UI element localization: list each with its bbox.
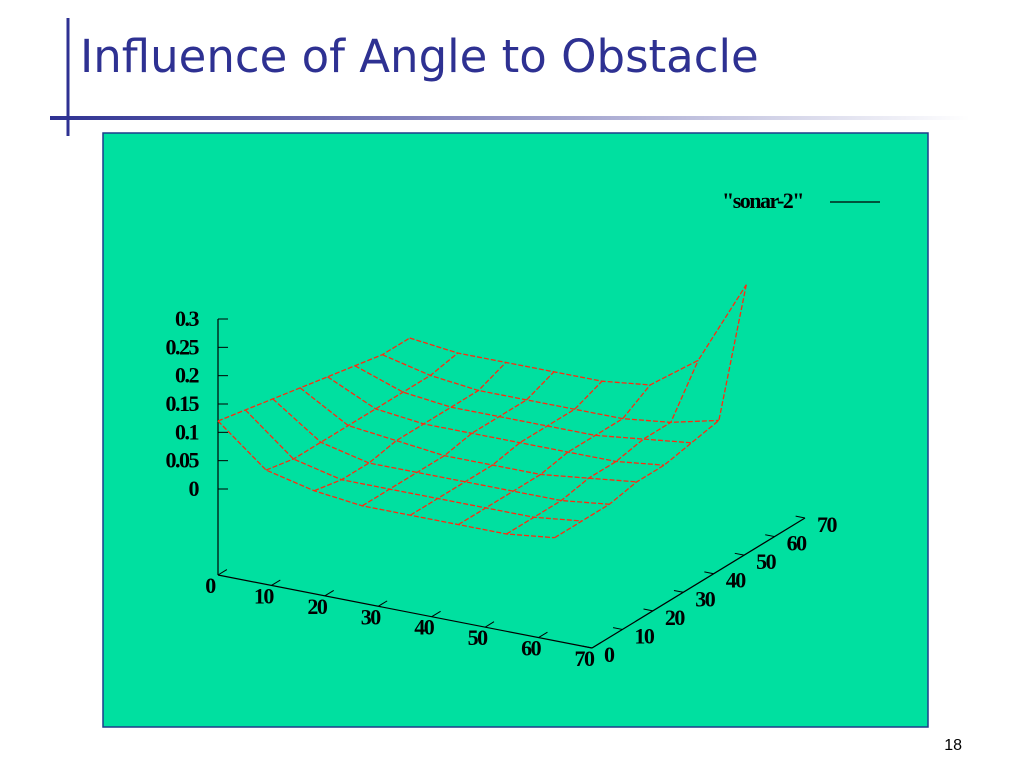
y-tick-label: 10 (634, 623, 655, 648)
surface-column (313, 361, 507, 492)
z-tick-label: 0.3 (175, 306, 200, 331)
x-tick-label: 40 (414, 615, 435, 640)
y-tick (612, 627, 623, 630)
x-tick (484, 621, 495, 628)
z-tick-label: 0 (189, 476, 200, 501)
surface-column (410, 380, 603, 516)
surface-row (327, 376, 665, 466)
accent-horizontal (50, 116, 970, 120)
surface-row (244, 409, 583, 522)
surface-row (217, 420, 555, 539)
page-number: 18 (944, 737, 962, 754)
z-tick-label: 0.05 (166, 448, 200, 473)
y-tick-label: 20 (665, 605, 686, 630)
x-tick-label: 50 (468, 625, 489, 650)
y-tick (582, 645, 593, 649)
chart: 0 10 20 30 40 50 60 70 0 10 20 30 40 50 60 70 0 0.05 0.1 0.… (166, 188, 880, 671)
x-tick (591, 642, 602, 649)
y-tick (795, 515, 806, 519)
x-tick (378, 600, 388, 607)
x-tick-label: 10 (254, 583, 275, 608)
slide-title: Influence of Angle to Obstacle (80, 30, 759, 83)
x-tick (538, 631, 548, 638)
y-tick (643, 608, 653, 612)
y-tick-label: 40 (726, 568, 747, 593)
z-tick-label: 0.2 (175, 363, 200, 388)
y-tick (704, 571, 714, 575)
x-tick (324, 590, 334, 597)
x-tick (217, 569, 228, 576)
z-tick-label: 0.15 (166, 391, 200, 416)
z-tick-label: 0.1 (175, 419, 199, 444)
x-tick-label: 60 (521, 636, 542, 661)
y-tick (765, 534, 775, 538)
surface-column (458, 384, 651, 526)
x-tick-label: 20 (307, 594, 328, 619)
z-tick-label: 0.25 (166, 334, 200, 359)
plot-area (102, 132, 929, 728)
surface-column (554, 284, 747, 539)
y-tick-label: 0 (604, 642, 615, 667)
y-axis (591, 517, 806, 649)
y-tick-label: 60 (787, 531, 808, 556)
y-tick-label: 30 (695, 586, 716, 611)
y-tick (734, 552, 745, 556)
y-tick-label: 70 (817, 512, 838, 537)
surface-column (361, 371, 555, 507)
y-tick (673, 589, 684, 593)
surface-row (382, 354, 719, 424)
surface-column (265, 352, 459, 471)
surface-column (217, 337, 411, 422)
legend-label: "sonar-2" (722, 188, 803, 213)
surface-row (409, 284, 747, 386)
x-tick-label: 70 (575, 646, 596, 671)
y-tick-label: 50 (756, 549, 777, 574)
x-tick (271, 579, 281, 586)
surface-row (354, 365, 692, 444)
surface-row (299, 387, 637, 483)
surface-column (506, 360, 699, 535)
surface-row (272, 398, 610, 505)
x-tick (431, 610, 441, 618)
x-axis (217, 574, 593, 649)
x-tick-label: 0 (205, 573, 216, 598)
x-tick-label: 30 (361, 604, 382, 629)
